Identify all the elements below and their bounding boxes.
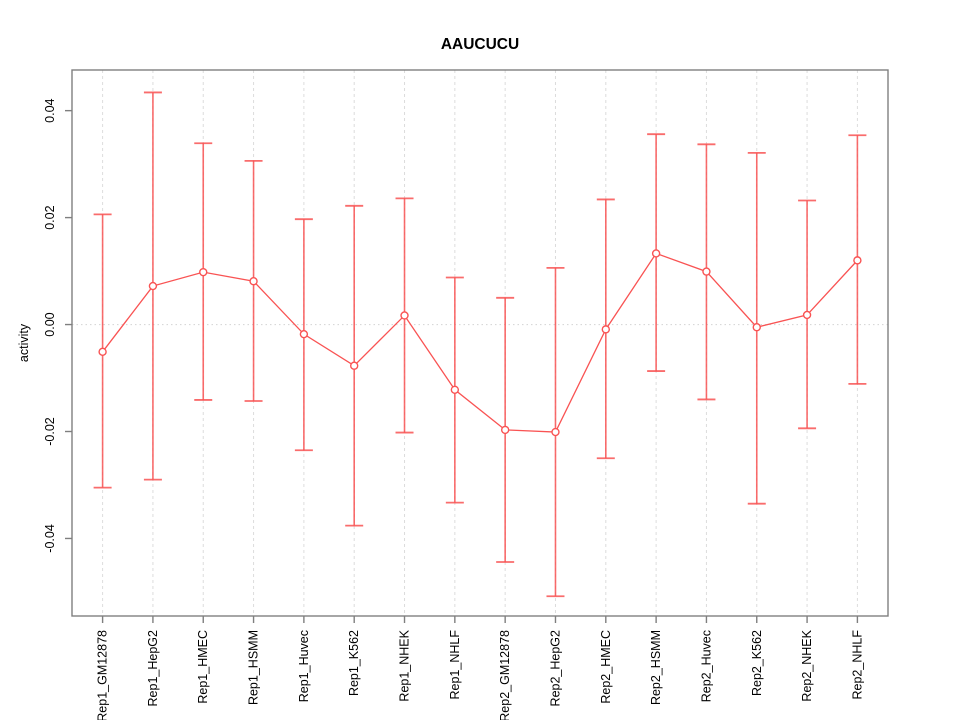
- x-tick-label: Rep1_NHLF: [448, 630, 462, 700]
- data-point-marker: [98, 347, 107, 357]
- chart-title: AAUCUCU: [441, 36, 519, 53]
- x-tick-label: Rep2_NHEK: [800, 629, 814, 701]
- data-point-marker: [400, 311, 409, 320]
- data-point-marker: [601, 325, 610, 334]
- x-tick-label: Rep1_GM12878: [96, 630, 110, 720]
- data-point-marker: [853, 256, 862, 265]
- y-tick-label: -0.04: [43, 524, 57, 553]
- data-point-marker: [651, 249, 661, 258]
- x-tick-label: Rep1_NHEK: [398, 629, 412, 701]
- y-tick-label: 0.00: [43, 312, 57, 336]
- x-tick-label: Rep1_K562: [347, 630, 361, 696]
- y-axis-label: activity: [17, 323, 31, 362]
- series-layer: [93, 91, 867, 598]
- x-tick-label: Rep2_GM12878: [498, 630, 512, 720]
- x-tick-label: Rep1_HMEC: [196, 630, 210, 704]
- x-tick-label: Rep2_HMEC: [599, 630, 613, 704]
- data-point-marker: [199, 267, 208, 277]
- data-point-marker: [299, 329, 309, 339]
- x-tick-label: Rep2_K562: [750, 630, 764, 696]
- x-tick-label: Rep1_Huvec: [297, 630, 311, 702]
- data-point-marker: [350, 361, 359, 370]
- grid-layer: [72, 70, 888, 616]
- series-line: [102, 252, 858, 433]
- x-tick-label: Rep2_Huvec: [699, 630, 713, 702]
- data-point-marker: [500, 425, 510, 435]
- data-point-marker: [702, 267, 711, 276]
- y-tick-label: 0.02: [43, 205, 57, 229]
- y-tick-label: -0.02: [43, 417, 57, 446]
- tick-label-layer: 0.04 0.02 0.00 -0.02 -0.04 Rep1_GM12878 Rep1_H…: [43, 98, 864, 720]
- data-point-marker: [450, 385, 460, 394]
- plot-box: [71, 69, 889, 617]
- x-tick-label: Rep1_HepG2: [146, 630, 160, 706]
- data-point-marker: [148, 281, 158, 291]
- data-point-marker: [551, 427, 560, 437]
- data-point-marker: [752, 323, 761, 332]
- x-tick-label: Rep2_HepG2: [548, 630, 562, 706]
- y-tick-label: 0.04: [43, 98, 57, 122]
- axes-layer: [65, 109, 859, 623]
- x-tick-label: Rep2_HSMM: [649, 630, 663, 705]
- data-point-marker: [802, 310, 812, 320]
- x-tick-label: Rep2_NHLF: [850, 630, 864, 700]
- data-point-marker: [249, 277, 258, 286]
- x-tick-label: Rep1_HSMM: [247, 630, 261, 705]
